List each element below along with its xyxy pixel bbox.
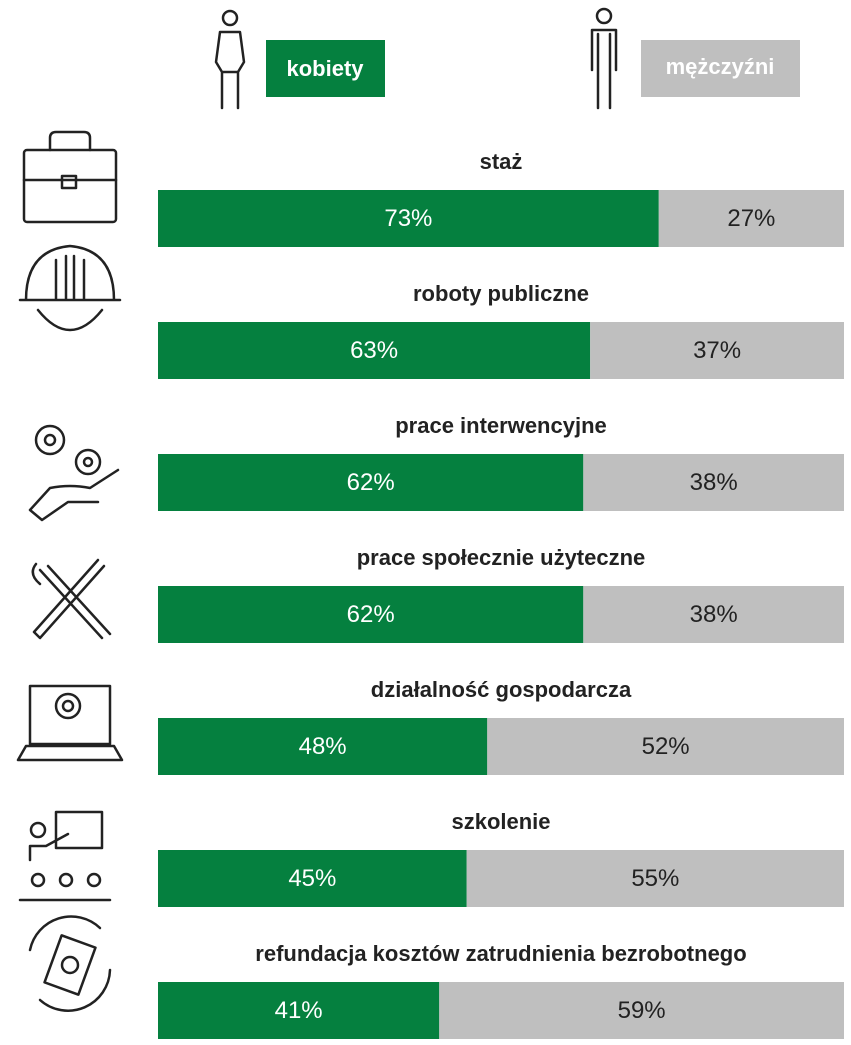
bar-segment (158, 454, 584, 511)
bar-segment (658, 190, 844, 247)
category-title: działalność gospodarcza (371, 677, 632, 702)
legend-swatch (266, 40, 385, 97)
bar-segment (158, 322, 591, 379)
bar-segment (158, 190, 659, 247)
bar-segment (158, 982, 440, 1039)
value-label: 41% (275, 997, 323, 1024)
male-icon (590, 7, 618, 110)
value-label: 63% (350, 337, 398, 364)
bar-segment (583, 454, 844, 511)
category-title: roboty publiczne (413, 281, 589, 306)
helmet-icon (18, 244, 122, 332)
legend-swatch (641, 40, 800, 97)
value-label: 59% (618, 997, 666, 1024)
category-title: prace interwencyjne (395, 413, 607, 438)
laptop-icon (16, 684, 124, 762)
legend-label: kobiety (286, 56, 364, 81)
briefcase-icon (22, 130, 118, 224)
gears-icon (28, 424, 120, 522)
bar-segment (158, 850, 467, 907)
value-label: 52% (642, 733, 690, 760)
value-label: 37% (693, 337, 741, 364)
bar-segment (158, 718, 488, 775)
value-label: 27% (727, 205, 775, 232)
bar-segment (487, 718, 844, 775)
tools-icon (31, 558, 112, 640)
value-label: 48% (299, 733, 347, 760)
category-title: prace społecznie użyteczne (357, 545, 646, 570)
value-label: 62% (347, 469, 395, 496)
female-icon (214, 9, 246, 110)
bar-segment (590, 322, 844, 379)
value-label: 55% (631, 865, 679, 892)
value-label: 38% (690, 469, 738, 496)
bar-segment (583, 586, 844, 643)
bar-segment (439, 982, 844, 1039)
value-label: 38% (690, 601, 738, 628)
category-title: szkolenie (451, 809, 550, 834)
bar-segment (466, 850, 844, 907)
value-label: 73% (384, 205, 432, 232)
legend-label: mężczyźni (666, 54, 775, 79)
category-title: staż (480, 149, 523, 174)
value-label: 62% (347, 601, 395, 628)
value-label: 45% (288, 865, 336, 892)
refund-icon (28, 915, 112, 1012)
bar-segment (158, 586, 584, 643)
category-title: refundacja kosztów zatrudnienia bezrobot… (255, 941, 746, 966)
training-icon (18, 810, 112, 902)
